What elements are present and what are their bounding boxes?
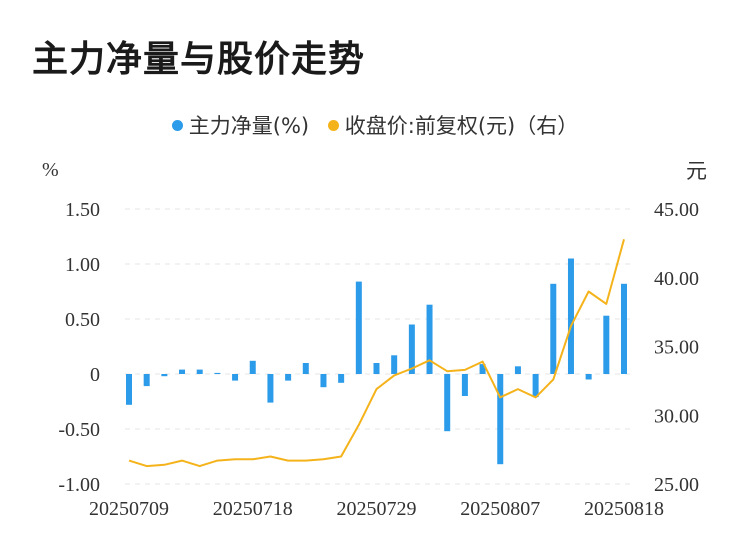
x-tick-label: 20250807 <box>460 498 540 520</box>
grid-lines <box>125 208 630 485</box>
bar[interactable] <box>355 281 362 374</box>
legend-net-flow-label: 主力净量(%) <box>188 114 310 138</box>
bar[interactable] <box>373 363 380 374</box>
bar[interactable] <box>267 374 274 403</box>
bar[interactable] <box>479 364 486 374</box>
bar[interactable] <box>391 355 398 374</box>
x-axis: 20250709 20250718 20250729 20250807 20250818 <box>89 498 664 520</box>
bar[interactable] <box>408 324 415 375</box>
bar[interactable] <box>249 360 256 374</box>
right-tick-label: 35.00 <box>654 337 699 359</box>
left-axis: 1.50 1.00 0.50 0 -0.50 -1.00 <box>58 199 100 496</box>
right-tick-label: 40.00 <box>654 268 699 290</box>
left-tick-label: -1.00 <box>58 474 100 496</box>
right-axis-unit: 元 <box>686 159 707 183</box>
left-tick-label: 0.50 <box>65 309 100 331</box>
bar[interactable] <box>302 363 309 374</box>
bar[interactable] <box>585 374 592 380</box>
legend: 主力净量(%) 收盘价:前复权(元)（右） <box>0 110 750 140</box>
x-tick-label: 20250709 <box>89 498 169 520</box>
bar[interactable] <box>161 374 168 377</box>
right-tick-label: 45.00 <box>654 199 699 221</box>
x-tick-label: 20250729 <box>337 498 417 520</box>
bar[interactable] <box>532 374 539 398</box>
legend-net-flow-dot-icon <box>171 119 183 131</box>
bar[interactable] <box>426 304 433 374</box>
bar[interactable] <box>214 372 221 374</box>
bar[interactable] <box>320 374 327 388</box>
chart-title: 主力净量与股价走势 <box>32 39 366 80</box>
bar[interactable] <box>179 369 186 374</box>
bar[interactable] <box>550 283 557 374</box>
bar[interactable] <box>126 374 132 405</box>
bar[interactable] <box>338 374 345 383</box>
bar[interactable] <box>603 315 610 374</box>
right-tick-label: 30.00 <box>654 405 699 427</box>
left-tick-label: 1.00 <box>65 254 100 276</box>
bar[interactable] <box>461 374 468 396</box>
price-line[interactable] <box>128 239 625 468</box>
bar[interactable] <box>285 374 292 381</box>
left-tick-label: 0 <box>90 364 100 386</box>
legend-item-net-flow[interactable]: 主力净量(%) <box>171 110 310 140</box>
bar-series <box>126 258 627 465</box>
legend-item-close-price[interactable]: 收盘价:前复权(元)（右） <box>327 110 579 140</box>
left-tick-label: -0.50 <box>58 419 100 441</box>
x-tick-label: 20250818 <box>584 498 664 520</box>
line-series <box>128 239 625 468</box>
bar[interactable] <box>444 374 451 432</box>
x-tick-label: 20250718 <box>213 498 293 520</box>
bar[interactable] <box>567 258 574 375</box>
legend-close-price-dot-icon <box>327 119 339 131</box>
bar[interactable] <box>514 366 521 374</box>
bar[interactable] <box>143 374 150 387</box>
bar[interactable] <box>196 369 203 374</box>
right-tick-label: 25.00 <box>654 474 699 496</box>
legend-close-price-label: 收盘价:前复权(元)（右） <box>344 114 579 138</box>
left-tick-label: 1.50 <box>65 199 100 221</box>
right-axis: 45.00 40.00 35.00 30.00 25.00 <box>654 199 699 496</box>
bar[interactable] <box>232 374 239 381</box>
bar[interactable] <box>621 283 627 374</box>
bar[interactable] <box>497 374 504 465</box>
left-axis-unit: % <box>42 159 59 181</box>
